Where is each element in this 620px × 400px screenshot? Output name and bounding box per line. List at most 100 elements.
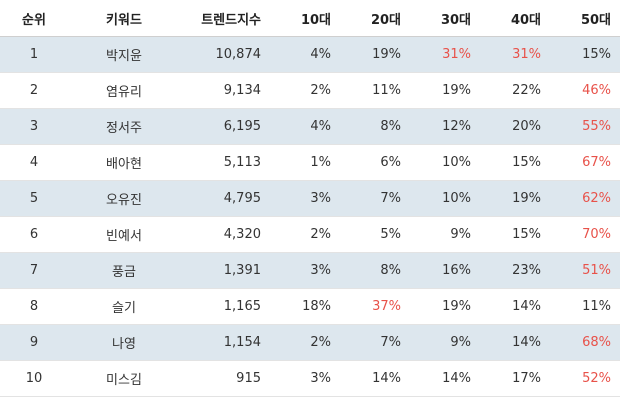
trend-index-cell: 4,320 (180, 216, 270, 253)
age-20s-cell: 5% (340, 216, 410, 253)
rank-cell: 8 (0, 288, 68, 325)
keyword-cell: 정서주 (68, 108, 180, 145)
age-20s-cell: 7% (340, 180, 410, 217)
keyword-cell: 슬기 (68, 288, 180, 325)
header-trend-index[interactable]: 트렌드지수 (180, 0, 270, 37)
age-50s-cell: 51% (550, 252, 620, 289)
age-30s-cell: 14% (410, 360, 480, 397)
trend-index-cell: 5,113 (180, 144, 270, 181)
age-10s-cell: 2% (270, 216, 340, 253)
keyword-cell: 오유진 (68, 180, 180, 217)
age-50s-cell: 11% (550, 288, 620, 325)
age-50s-cell: 67% (550, 144, 620, 181)
header-age-50s[interactable]: 50대 (550, 0, 620, 37)
age-20s-cell: 7% (340, 324, 410, 361)
rank-cell: 2 (0, 72, 68, 109)
age-20s-cell: 14% (340, 360, 410, 397)
table-row[interactable]: 2 염유리 9,134 2% 11% 19% 22% 46% (0, 72, 620, 109)
age-50s-cell: 68% (550, 324, 620, 361)
trend-index-cell: 10,874 (180, 36, 270, 73)
age-20s-cell: 8% (340, 252, 410, 289)
age-30s-cell: 19% (410, 288, 480, 325)
rank-cell: 3 (0, 108, 68, 145)
age-50s-cell: 52% (550, 360, 620, 397)
header-age-30s[interactable]: 30대 (410, 0, 480, 37)
age-30s-cell: 12% (410, 108, 480, 145)
age-20s-cell: 8% (340, 108, 410, 145)
age-40s-cell: 19% (480, 180, 550, 217)
age-40s-cell: 17% (480, 360, 550, 397)
age-50s-cell: 15% (550, 36, 620, 73)
keyword-cell: 미스김 (68, 360, 180, 397)
rank-cell: 6 (0, 216, 68, 253)
age-50s-cell: 55% (550, 108, 620, 145)
age-40s-cell: 23% (480, 252, 550, 289)
age-10s-cell: 2% (270, 72, 340, 109)
rank-cell: 10 (0, 360, 68, 397)
rank-cell: 1 (0, 36, 68, 73)
rank-cell: 9 (0, 324, 68, 361)
table-row[interactable]: 9 나영 1,154 2% 7% 9% 14% 68% (0, 324, 620, 361)
age-30s-cell: 10% (410, 180, 480, 217)
age-10s-cell: 18% (270, 288, 340, 325)
age-30s-cell: 9% (410, 324, 480, 361)
age-10s-cell: 3% (270, 360, 340, 397)
age-30s-cell: 31% (410, 36, 480, 73)
age-10s-cell: 3% (270, 252, 340, 289)
age-40s-cell: 14% (480, 324, 550, 361)
age-30s-cell: 9% (410, 216, 480, 253)
age-40s-cell: 15% (480, 216, 550, 253)
table-row[interactable]: 3 정서주 6,195 4% 8% 12% 20% 55% (0, 108, 620, 145)
header-rank[interactable]: 순위 (0, 0, 68, 37)
header-age-10s[interactable]: 10대 (270, 0, 340, 37)
age-10s-cell: 1% (270, 144, 340, 181)
table-row[interactable]: 6 빈예서 4,320 2% 5% 9% 15% 70% (0, 216, 620, 253)
keyword-cell: 풍금 (68, 252, 180, 289)
table-row[interactable]: 8 슬기 1,165 18% 37% 19% 14% 11% (0, 288, 620, 325)
trend-index-cell: 915 (180, 360, 270, 397)
age-10s-cell: 3% (270, 180, 340, 217)
keyword-cell: 나영 (68, 324, 180, 361)
rank-cell: 5 (0, 180, 68, 217)
age-20s-cell: 11% (340, 72, 410, 109)
age-20s-cell: 37% (340, 288, 410, 325)
trend-index-cell: 1,154 (180, 324, 270, 361)
trend-index-cell: 4,795 (180, 180, 270, 217)
table-row[interactable]: 7 풍금 1,391 3% 8% 16% 23% 51% (0, 252, 620, 289)
keyword-cell: 배아현 (68, 144, 180, 181)
table-row[interactable]: 1 박지윤 10,874 4% 19% 31% 31% 15% (0, 36, 620, 73)
keyword-cell: 염유리 (68, 72, 180, 109)
keyword-cell: 박지윤 (68, 36, 180, 73)
trend-index-cell: 6,195 (180, 108, 270, 145)
header-keyword[interactable]: 키워드 (68, 0, 180, 37)
age-10s-cell: 4% (270, 36, 340, 73)
age-20s-cell: 19% (340, 36, 410, 73)
age-10s-cell: 4% (270, 108, 340, 145)
table-row[interactable]: 5 오유진 4,795 3% 7% 10% 19% 62% (0, 180, 620, 217)
trend-index-cell: 1,165 (180, 288, 270, 325)
rank-cell: 4 (0, 144, 68, 181)
age-40s-cell: 15% (480, 144, 550, 181)
age-20s-cell: 6% (340, 144, 410, 181)
trend-index-cell: 9,134 (180, 72, 270, 109)
age-40s-cell: 22% (480, 72, 550, 109)
age-30s-cell: 19% (410, 72, 480, 109)
age-10s-cell: 2% (270, 324, 340, 361)
trend-index-cell: 1,391 (180, 252, 270, 289)
rank-cell: 7 (0, 252, 68, 289)
table-row[interactable]: 4 배아현 5,113 1% 6% 10% 15% 67% (0, 144, 620, 181)
keyword-cell: 빈예서 (68, 216, 180, 253)
table-header-row: 순위 키워드 트렌드지수 10대 20대 30대 40대 50대 (0, 0, 620, 37)
age-30s-cell: 16% (410, 252, 480, 289)
age-40s-cell: 31% (480, 36, 550, 73)
age-50s-cell: 70% (550, 216, 620, 253)
age-40s-cell: 20% (480, 108, 550, 145)
age-50s-cell: 62% (550, 180, 620, 217)
header-age-40s[interactable]: 40대 (480, 0, 550, 37)
age-40s-cell: 14% (480, 288, 550, 325)
age-50s-cell: 46% (550, 72, 620, 109)
age-30s-cell: 10% (410, 144, 480, 181)
header-age-20s[interactable]: 20대 (340, 0, 410, 37)
table-row[interactable]: 10 미스김 915 3% 14% 14% 17% 52% (0, 360, 620, 397)
